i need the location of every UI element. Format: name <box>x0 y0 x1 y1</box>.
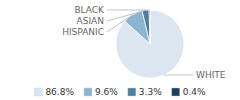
pie-slice <box>149 10 151 44</box>
slice-label: BLACK <box>74 5 105 15</box>
pie <box>116 10 184 78</box>
slice-label: ASIAN <box>77 16 104 26</box>
legend-label: 86.8% <box>45 87 74 97</box>
slice-label: HISPANIC <box>62 27 104 37</box>
pie-slice <box>125 11 150 44</box>
legend-label: 3.3% <box>139 87 162 97</box>
slice-label: WHITE <box>196 70 226 80</box>
slice-labels: BLACKASIANHISPANIC WHITE <box>62 5 226 80</box>
legend-swatch <box>34 88 42 96</box>
pie-slice <box>116 10 184 78</box>
chart: BLACKASIANHISPANIC WHITE 86.8% 9.6% 3.3% 0.4% <box>0 0 240 100</box>
legend-label: 9.6% <box>95 87 118 97</box>
pie-slice <box>142 10 150 44</box>
leader-line <box>107 15 133 32</box>
legend: 86.8% 9.6% 3.3% 0.4% <box>34 87 206 97</box>
leader-line <box>107 10 150 11</box>
legend-swatch <box>84 88 92 96</box>
legend-swatch <box>172 88 180 96</box>
legend-label: 0.4% <box>183 87 206 97</box>
legend-swatch <box>128 88 136 96</box>
leader-line <box>164 75 193 76</box>
